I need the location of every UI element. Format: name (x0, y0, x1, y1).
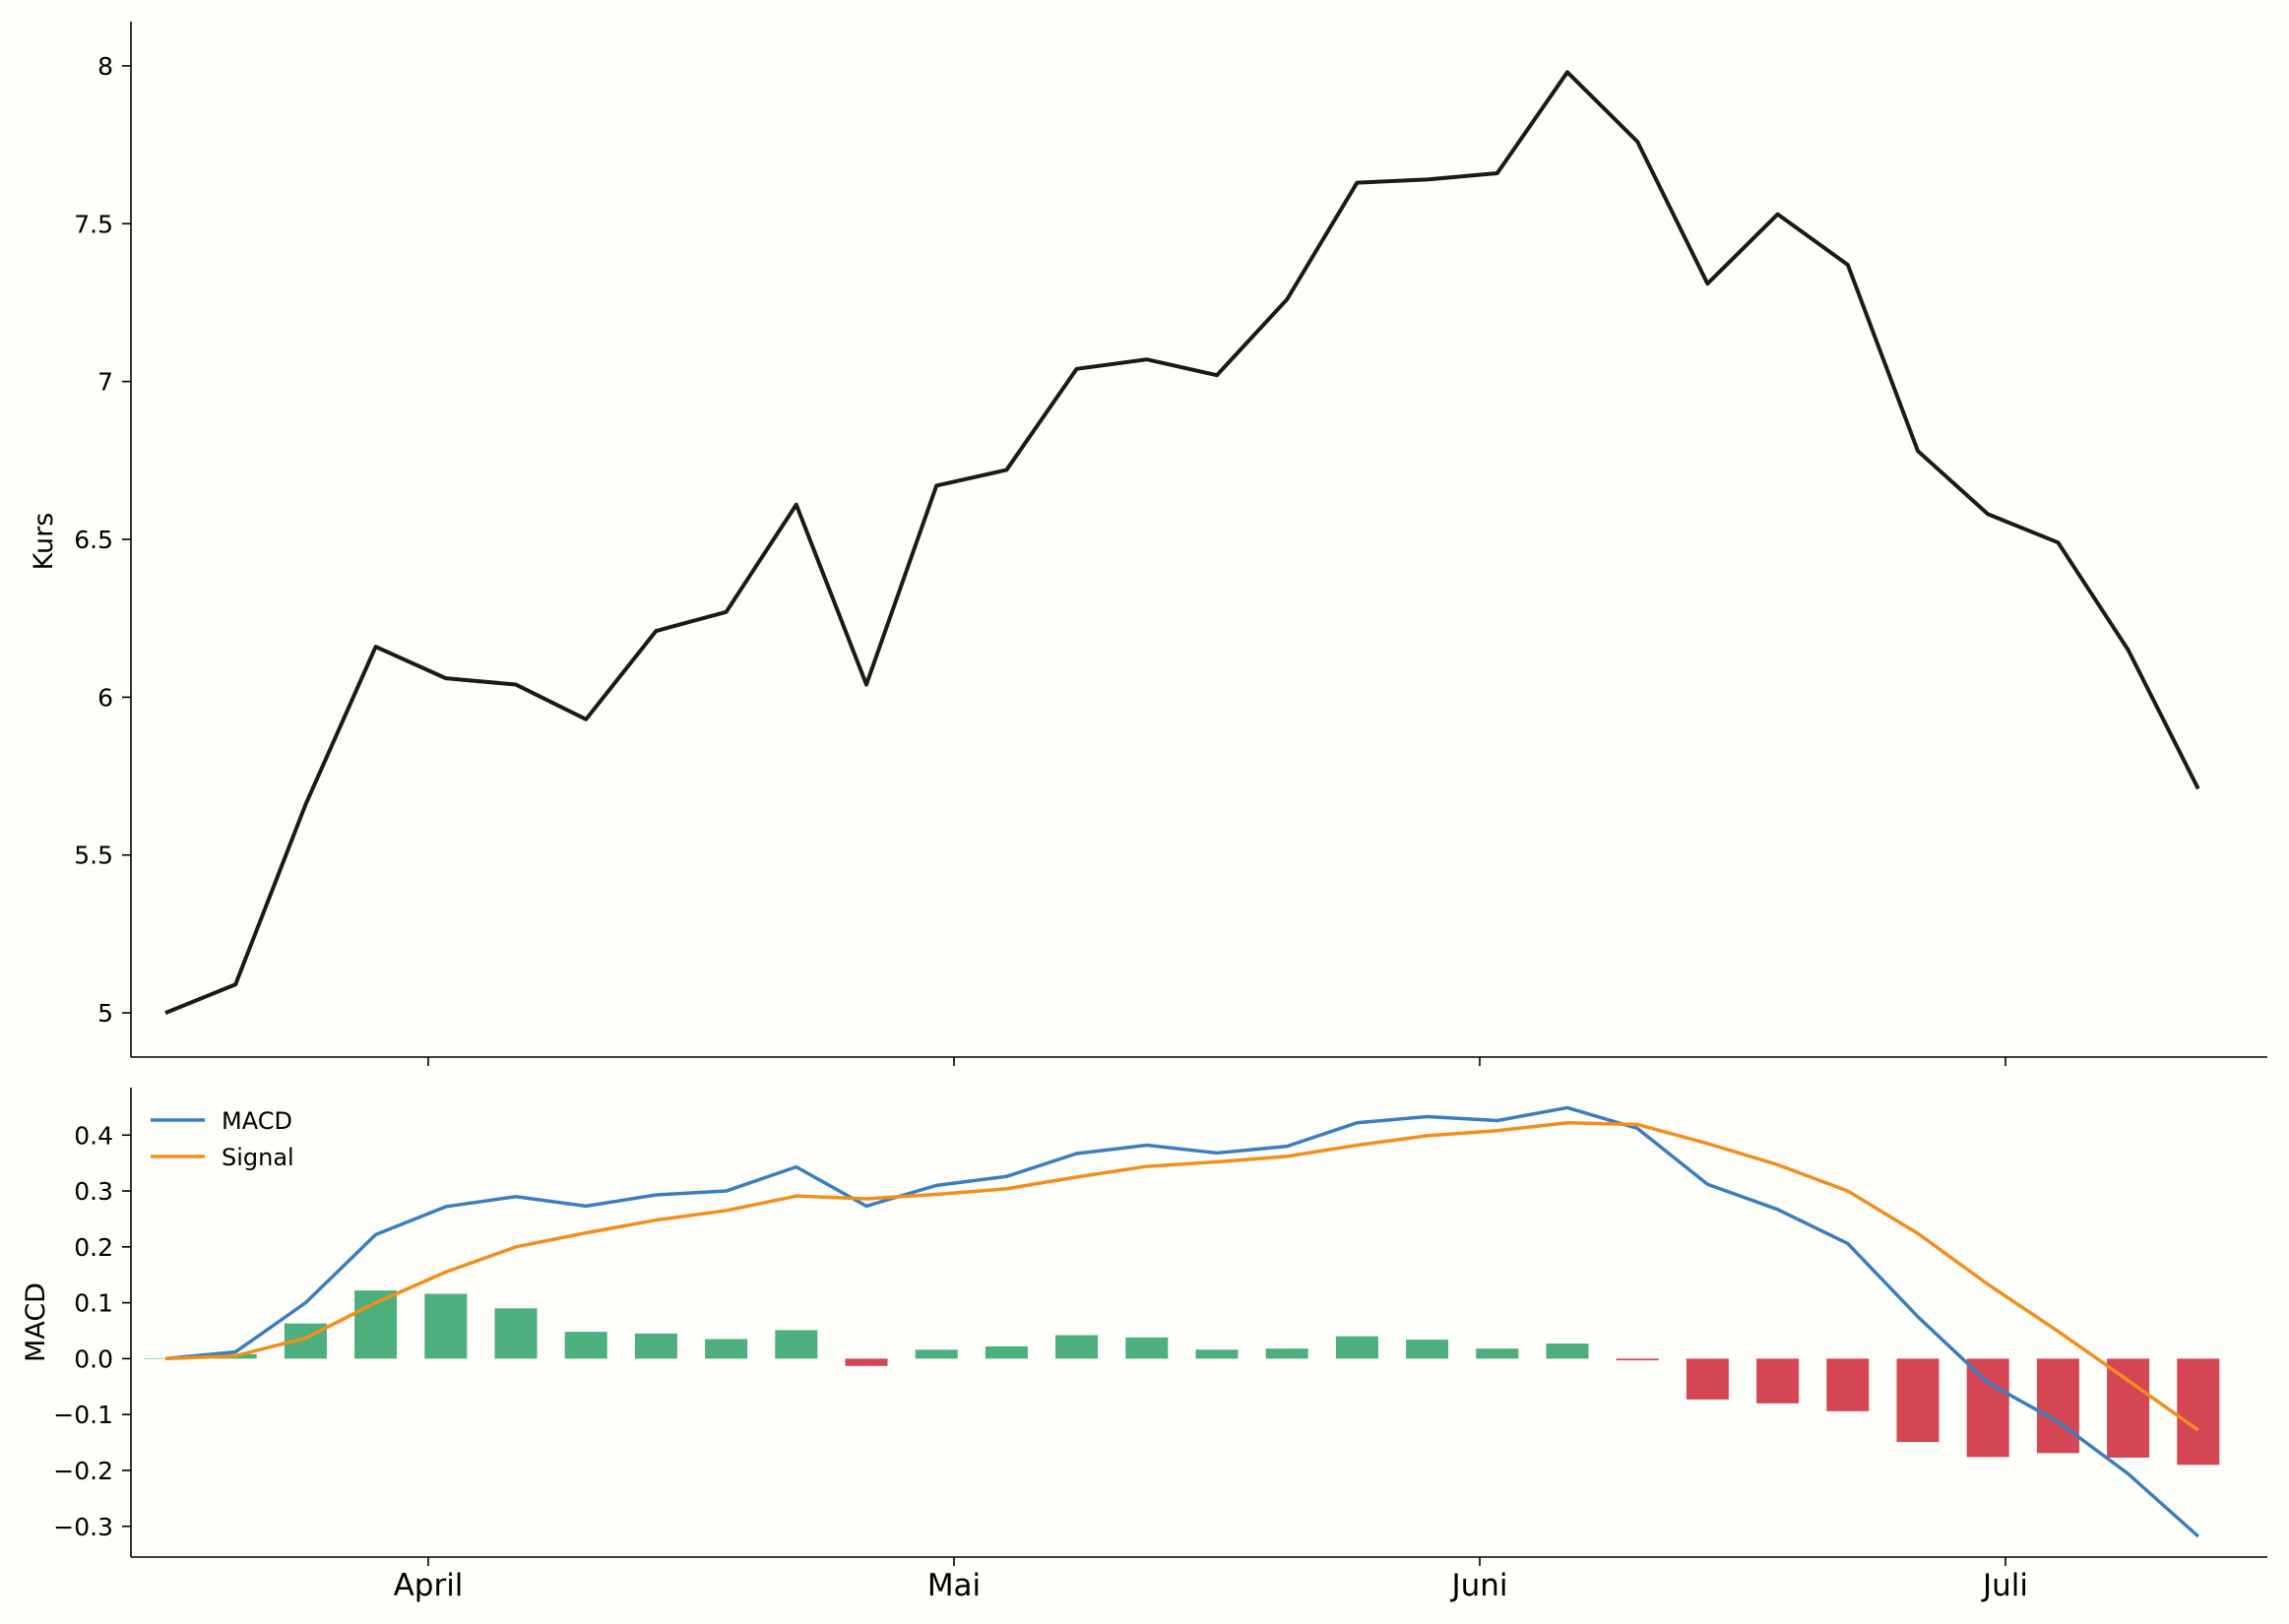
x-tick-label: Mai (927, 1568, 981, 1603)
histogram-bar (1476, 1348, 1519, 1359)
macd-y-tick-label: 0.0 (74, 1344, 113, 1373)
signal-line (164, 1121, 2199, 1432)
macd-y-tick-label: −0.2 (53, 1457, 113, 1485)
histogram-bar (564, 1332, 607, 1359)
macd-y-tick-label: 0.3 (74, 1177, 113, 1206)
histogram-bar (1616, 1358, 1659, 1361)
price-y-tick-label: 5.5 (74, 842, 113, 870)
legend-label: Signal (222, 1144, 294, 1171)
x-tick-label: Juni (1449, 1568, 1507, 1603)
macd-y-axis-title: MACD (21, 1282, 51, 1362)
histogram-bar (775, 1330, 818, 1359)
x-tick-label: April (394, 1568, 464, 1603)
histogram-bar (1125, 1337, 1169, 1359)
histogram-bar (1195, 1349, 1239, 1359)
histogram-bar (1546, 1343, 1589, 1359)
price-panel: 5 5.5 6 6.5 7 7.5 8 Kurs (29, 22, 2267, 1066)
legend-label: MACD (222, 1107, 292, 1135)
histogram-bar (705, 1339, 748, 1359)
histogram-bar (494, 1308, 538, 1359)
macd-y-tick-label: 0.2 (74, 1233, 113, 1262)
price-y-tick-label: 6 (97, 683, 113, 712)
histogram-bar (1966, 1358, 2009, 1458)
histogram-bar (985, 1345, 1028, 1359)
histogram-bar (1826, 1358, 1870, 1411)
macd-panel: 0.4 0.3 0.2 0.1 0.0 −0.1 −0.2 −0.3 April Mai Juni J… (21, 1088, 2267, 1603)
histogram-bar (354, 1290, 398, 1359)
macd-line (164, 1105, 2199, 1538)
macd-y-tick-label: −0.3 (53, 1513, 113, 1541)
macd-y-tick-label: 0.4 (74, 1121, 113, 1150)
macd-y-tick-label: 0.1 (74, 1289, 113, 1318)
histogram-bar (2107, 1358, 2150, 1458)
histogram-bar (1335, 1336, 1378, 1359)
price-y-tick-label: 6.5 (74, 526, 113, 554)
price-y-axis-title: Kurs (29, 513, 59, 571)
histogram-bar (2036, 1358, 2079, 1454)
histogram-bar (424, 1293, 468, 1359)
price-y-tick-label: 8 (97, 52, 113, 81)
histogram-bar (1406, 1340, 1449, 1359)
histogram-bar (1055, 1335, 1099, 1359)
histogram-bar (1685, 1358, 1729, 1400)
histogram-bar (1756, 1358, 1800, 1404)
macd-y-tick-label: −0.1 (53, 1401, 113, 1429)
price-y-tick-label: 7 (97, 368, 113, 397)
price-y-tick-label: 7.5 (74, 210, 113, 238)
histogram-bar (1896, 1358, 1939, 1443)
histogram-bar (634, 1333, 677, 1359)
histogram-bar (1265, 1348, 1308, 1359)
histogram-bar (2177, 1358, 2220, 1466)
histogram-bar (144, 1358, 187, 1359)
price-y-tick-label: 5 (97, 999, 113, 1028)
histogram-bar (845, 1358, 888, 1366)
histogram-bar (915, 1349, 958, 1359)
x-tick-label: Juli (1981, 1568, 2028, 1603)
price-line (164, 70, 2200, 1015)
